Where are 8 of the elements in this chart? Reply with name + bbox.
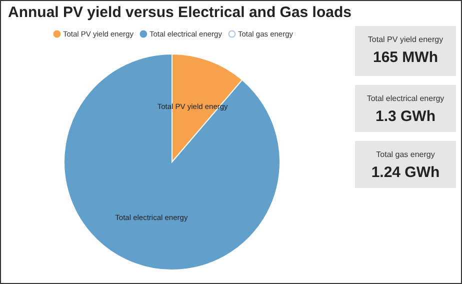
category-label: Total electrical energy — [366, 94, 444, 103]
category-label: Total PV yield energy — [368, 35, 444, 44]
text: 1.24 GWh — [371, 164, 440, 181]
text: 165 MWh — [372, 49, 438, 66]
pie-slice — [64, 54, 280, 270]
category-label: Total gas energy — [376, 150, 435, 159]
chart-title: Annual PV yield versus Electrical and Gas loads — [8, 4, 352, 21]
text: 1.3 GWh — [375, 108, 436, 125]
